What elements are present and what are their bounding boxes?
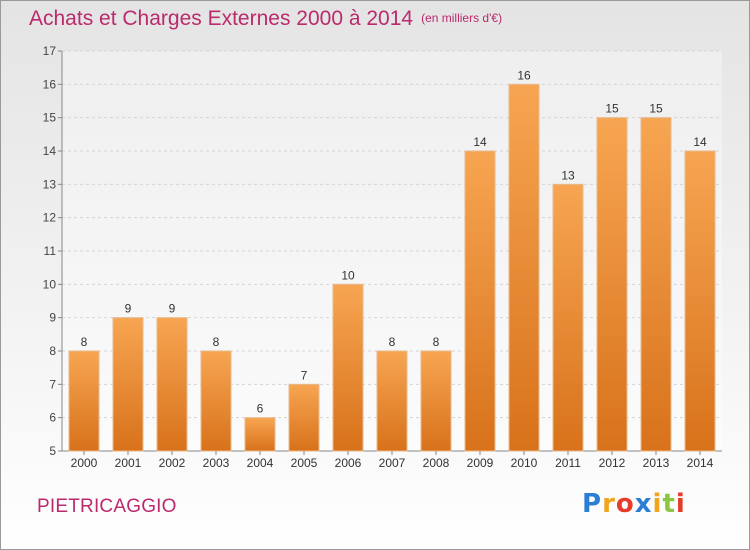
data-label: 9 [125,302,132,316]
logo-letter: r [602,489,616,519]
x-tick-label: 2007 [379,456,406,470]
x-tick-label: 2000 [71,456,98,470]
x-tick-label: 2009 [467,456,494,470]
bar [464,150,496,452]
data-label: 6 [257,402,264,416]
data-label: 13 [561,168,575,182]
x-tick-label: 2005 [291,456,318,470]
x-tick-label: 2011 [555,456,581,470]
data-label: 8 [81,335,88,349]
y-tick-label: 14 [43,144,57,158]
data-label: 10 [341,268,355,282]
title-unit: (en milliers d'€) [421,11,503,25]
data-label: 8 [433,335,440,349]
bar [684,150,716,452]
data-label: 15 [649,102,663,116]
proxiti-logo: Proxiti [582,489,686,519]
x-tick-label: 2012 [599,456,626,470]
data-label: 14 [473,135,487,149]
data-label: 9 [169,302,176,316]
data-label: 15 [605,102,619,116]
logo-letter: i [675,489,686,519]
x-tick-label: 2006 [335,456,362,470]
bar [332,283,364,452]
y-tick-label: 17 [43,44,57,58]
data-label: 14 [693,135,707,149]
x-tick-label: 2004 [247,456,274,470]
logo-letter: x [634,489,653,519]
y-tick-label: 12 [43,211,57,225]
bar [508,83,540,452]
logo-letter: i [652,489,663,519]
data-label: 8 [213,335,220,349]
bar [156,317,188,452]
logo-letter: P [582,489,603,519]
y-tick-label: 6 [49,411,56,425]
y-tick-label: 9 [49,311,56,325]
y-tick-label: 15 [43,111,57,125]
x-tick-label: 2014 [687,456,714,470]
bar [596,117,628,452]
y-tick-label: 16 [43,77,57,91]
bar [200,350,232,452]
y-tick-label: 8 [49,344,56,358]
data-label: 16 [517,68,531,82]
y-tick-label: 7 [49,377,56,391]
bar [376,350,408,452]
data-label: 7 [301,368,308,382]
x-tick-label: 2003 [203,456,230,470]
logo-letter: o [615,489,635,519]
x-tick-label: 2002 [159,456,186,470]
bar [112,317,144,452]
y-tick-label: 13 [43,177,57,191]
bar [552,183,584,452]
data-label: 8 [389,335,396,349]
logo-letter: t [662,489,676,519]
x-tick-label: 2008 [423,456,450,470]
bar [420,350,452,452]
chart-title: Achats et Charges Externes 2000 à 2014 (e… [29,7,502,31]
x-tick-label: 2001 [115,456,142,470]
x-tick-label: 2010 [511,456,538,470]
bar [288,383,320,452]
y-tick-label: 11 [44,244,57,258]
bar [244,417,276,452]
x-tick-label: 2013 [643,456,670,470]
bar [68,350,100,452]
title-text: Achats et Charges Externes 2000 à 2014 [29,7,414,30]
commune-name: PIETRICAGGIO [37,496,177,517]
y-tick-label: 10 [43,277,57,291]
y-tick-label: 5 [49,444,56,458]
bar [640,117,672,452]
